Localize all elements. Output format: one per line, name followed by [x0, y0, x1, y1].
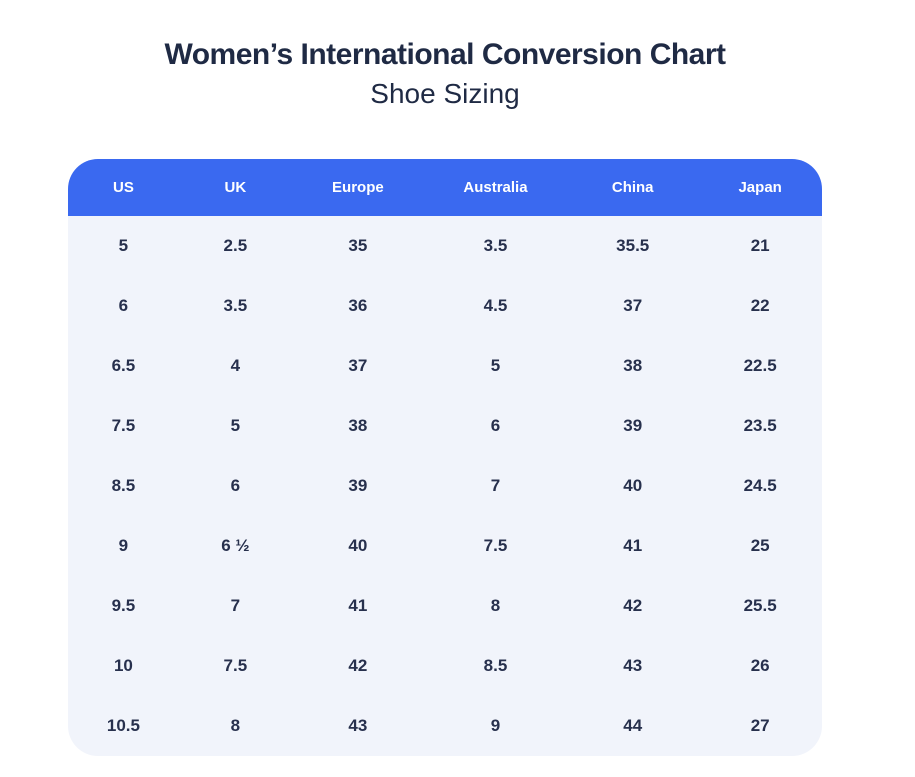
table-cell: 6: [68, 275, 179, 336]
table-cell: 5: [178, 395, 292, 456]
table-cell: 35.5: [567, 215, 699, 276]
table-cell: 21: [698, 215, 822, 276]
table-cell: 6: [178, 455, 292, 516]
table-cell: 10.5: [68, 695, 179, 756]
table-cell: 41: [291, 575, 424, 636]
table-cell: 35: [291, 215, 424, 276]
table-row: 5 2.5 35 3.5 35.5 21: [68, 215, 822, 276]
table-cell: 39: [567, 395, 699, 456]
table-row: 6 3.5 36 4.5 37 22: [68, 275, 822, 336]
table-cell: 38: [291, 395, 424, 456]
page-subtitle: Shoe Sizing: [370, 77, 520, 109]
table-cell: 3.5: [178, 275, 292, 336]
table-cell: 23.5: [698, 395, 822, 456]
table-row: 10 7.5 42 8.5 43 26: [68, 635, 822, 696]
table-row: 9.5 7 41 8 42 25.5: [68, 575, 822, 636]
table-cell: 43: [291, 695, 424, 756]
table-row: 6.5 4 37 5 38 22.5: [68, 335, 822, 396]
table-cell: 7.5: [178, 635, 292, 696]
table-cell: 9.5: [68, 575, 179, 636]
table-cell: 8.5: [68, 455, 179, 516]
table-cell: 27: [698, 695, 822, 756]
table-cell: 5: [68, 215, 179, 276]
table-cell: 22.5: [698, 335, 822, 396]
table-cell: 2.5: [178, 215, 292, 276]
table-header: US UK Europe Australia China Japan: [68, 158, 822, 216]
shoe-size-conversion-table: US UK Europe Australia China Japan 5 2.5 35 3.5 3…: [68, 158, 822, 756]
table-cell: 25.5: [698, 575, 822, 636]
column-header-australia: Australia: [423, 158, 568, 216]
page-content: Women’s International Conversion Chart S…: [68, 0, 822, 756]
table-cell: 40: [291, 515, 424, 576]
table-cell: 24.5: [698, 455, 822, 516]
table-cell: 9: [68, 515, 179, 576]
table-cell: 6: [423, 395, 568, 456]
table-cell: 41: [567, 515, 699, 576]
table-cell: 8: [178, 695, 292, 756]
table-cell: 40: [567, 455, 699, 516]
table-cell: 37: [567, 275, 699, 336]
table-cell: 7: [178, 575, 292, 636]
table-cell: 25: [698, 515, 822, 576]
table-row: 7.5 5 38 6 39 23.5: [68, 395, 822, 456]
column-header-uk: UK: [178, 158, 292, 216]
table-cell: 4.5: [423, 275, 568, 336]
table-cell: 7.5: [423, 515, 568, 576]
column-header-japan: Japan: [698, 158, 822, 216]
table-cell: 36: [291, 275, 424, 336]
page-title: Women’s International Conversion Chart: [164, 38, 726, 71]
table-row: 10.5 8 43 9 44 27: [68, 695, 822, 756]
table-cell: 8: [423, 575, 568, 636]
table-cell: 3.5: [423, 215, 568, 276]
table-cell: 38: [567, 335, 699, 396]
conversion-table-card: US UK Europe Australia China Japan 5 2.5 35 3.5 3…: [68, 158, 822, 756]
table-cell: 7: [423, 455, 568, 516]
table-cell: 44: [567, 695, 699, 756]
table-cell: 42: [567, 575, 699, 636]
table-row: 8.5 6 39 7 40 24.5: [68, 455, 822, 516]
column-header-china: China: [567, 158, 699, 216]
table-cell: 10: [68, 635, 179, 696]
table-body: 5 2.5 35 3.5 35.5 21 6 3.5 36 4.5 37 22 6.5 4 37 5 38 22.…: [68, 215, 822, 756]
column-header-europe: Europe: [291, 158, 424, 216]
table-cell: 26: [698, 635, 822, 696]
table-cell: 42: [291, 635, 424, 696]
table-cell: 6 ½: [178, 515, 292, 576]
column-header-us: US: [68, 158, 179, 216]
table-cell: 6.5: [68, 335, 179, 396]
table-cell: 7.5: [68, 395, 179, 456]
table-cell: 9: [423, 695, 568, 756]
table-cell: 22: [698, 275, 822, 336]
table-header-row: US UK Europe Australia China Japan: [68, 158, 822, 216]
table-cell: 43: [567, 635, 699, 696]
table-cell: 8.5: [423, 635, 568, 696]
table-cell: 5: [423, 335, 568, 396]
title-block: Women’s International Conversion Chart S…: [68, 36, 822, 112]
table-cell: 37: [291, 335, 424, 396]
table-cell: 39: [291, 455, 424, 516]
table-cell: 4: [178, 335, 292, 396]
